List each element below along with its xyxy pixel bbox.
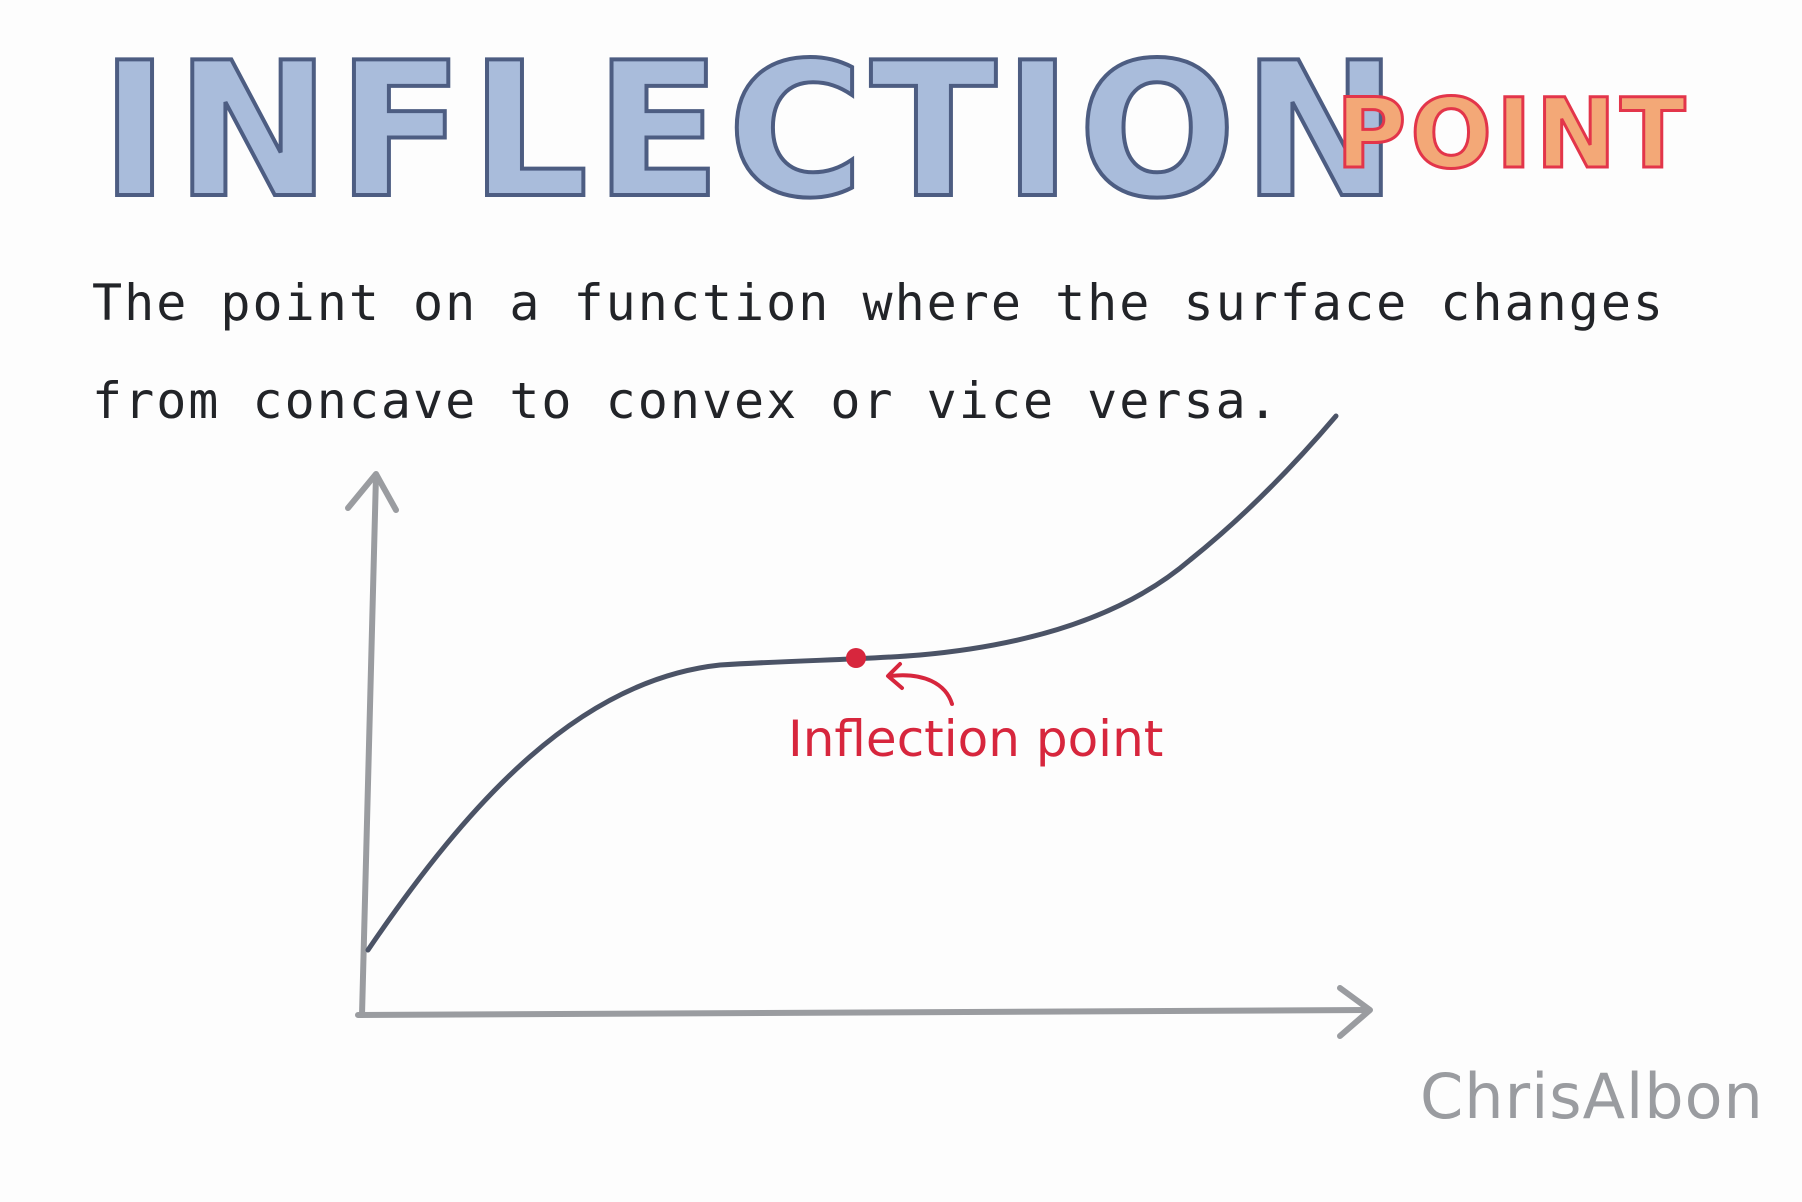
x-axis	[355, 1007, 1371, 1018]
y-axis	[359, 472, 379, 1018]
dot-icon	[846, 648, 866, 668]
author-signature: ChrisAlbon	[1420, 1060, 1764, 1133]
definition-text: The point on a function where the surfac…	[92, 254, 1692, 450]
function-curve	[365, 413, 1339, 953]
title-point: POINT	[1335, 78, 1690, 190]
curved-arrow-icon	[888, 673, 954, 706]
curved-arrow-head	[886, 662, 904, 690]
y-axis-arrow-icon	[345, 471, 399, 513]
x-axis-arrow-icon	[1337, 985, 1373, 1039]
title-inflection: INFLECTION	[98, 22, 1404, 239]
definition-line-2: from concave to convex or vice versa.	[92, 372, 1280, 430]
definition-line-1: The point on a function where the surfac…	[92, 274, 1666, 332]
inflection-point-label: Inflection point	[788, 710, 1163, 768]
